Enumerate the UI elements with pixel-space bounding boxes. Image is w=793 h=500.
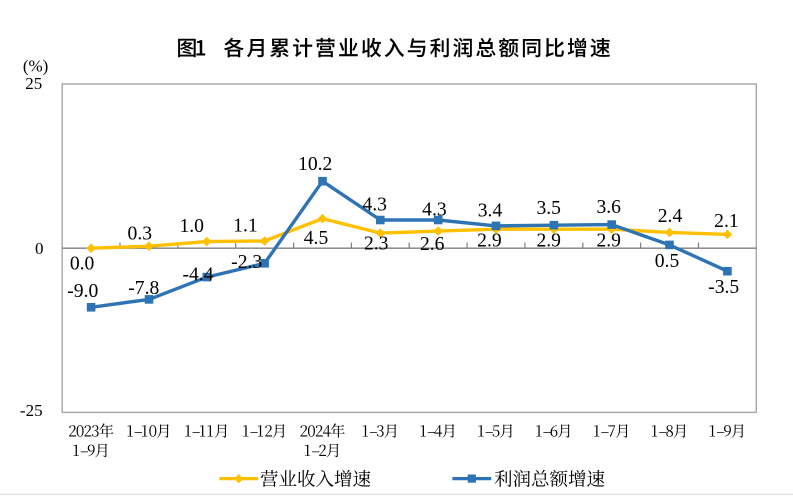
svg-text:4.5: 4.5: [304, 228, 329, 249]
svg-text:2.1: 2.1: [714, 211, 739, 232]
svg-text:2.6: 2.6: [420, 234, 445, 255]
svg-text:4.3: 4.3: [422, 200, 447, 221]
svg-text:-3.5: -3.5: [708, 277, 739, 298]
svg-text:0.0: 0.0: [70, 254, 95, 275]
svg-text:-25: -25: [20, 401, 43, 420]
svg-text:2.9: 2.9: [596, 231, 621, 252]
svg-text:(%): (%): [23, 57, 48, 76]
svg-text:0.3: 0.3: [128, 223, 153, 244]
svg-text:2.4: 2.4: [658, 206, 683, 227]
svg-text:4.3: 4.3: [362, 194, 387, 215]
svg-text:-9.0: -9.0: [67, 281, 98, 302]
svg-text:10.2: 10.2: [298, 154, 332, 175]
svg-text:0.5: 0.5: [655, 251, 680, 272]
svg-text:3.5: 3.5: [536, 198, 561, 219]
svg-text:0: 0: [35, 239, 44, 258]
svg-text:1.0: 1.0: [179, 216, 204, 237]
svg-text:1.1: 1.1: [233, 215, 258, 236]
svg-text:-2.3: -2.3: [231, 252, 262, 273]
svg-text:2.9: 2.9: [536, 231, 561, 252]
svg-text:3.6: 3.6: [596, 197, 621, 218]
svg-text:-4.4: -4.4: [182, 265, 213, 286]
svg-text:2.3: 2.3: [364, 234, 389, 255]
svg-text:25: 25: [25, 74, 42, 93]
svg-text:2.9: 2.9: [477, 231, 502, 252]
svg-text:-7.8: -7.8: [128, 278, 159, 299]
svg-text:3.4: 3.4: [478, 201, 503, 222]
